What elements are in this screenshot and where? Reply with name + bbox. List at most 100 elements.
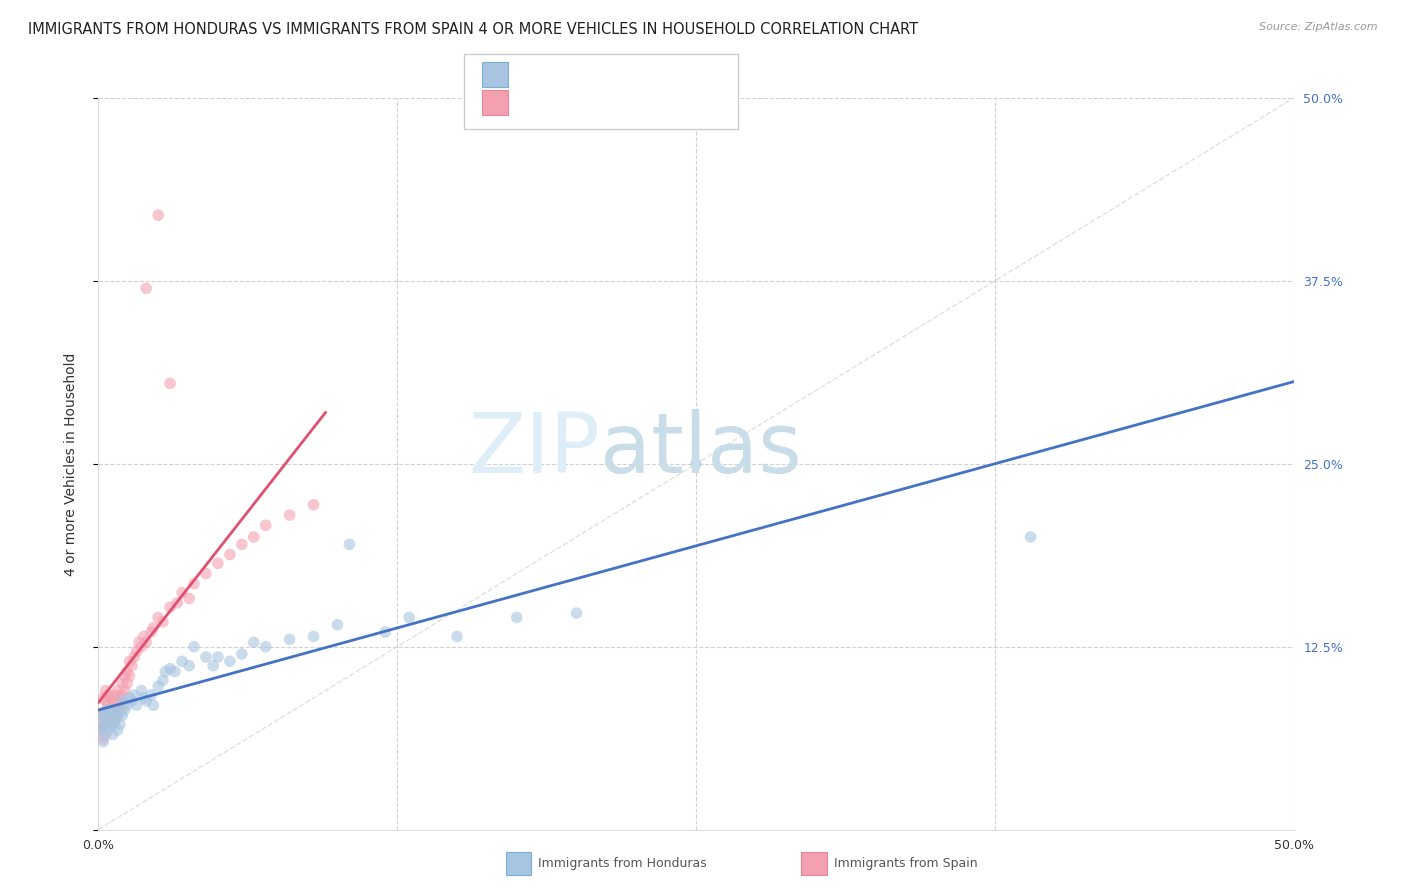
Point — [326, 617, 349, 632]
Point — [101, 717, 124, 731]
Text: IMMIGRANTS FROM HONDURAS VS IMMIGRANTS FROM SPAIN 4 OR MORE VEHICLES IN HOUSEHOL: IMMIGRANTS FROM HONDURAS VS IMMIGRANTS F… — [28, 22, 918, 37]
Point — [124, 688, 146, 702]
Point — [152, 615, 174, 629]
Point — [685, 457, 707, 471]
Point — [148, 610, 170, 624]
Point — [91, 706, 114, 720]
Point — [90, 713, 112, 727]
Point — [111, 688, 134, 702]
Text: N =: N = — [605, 95, 636, 110]
Point — [254, 640, 277, 654]
Point — [183, 640, 205, 654]
Point — [302, 498, 325, 512]
Point — [163, 665, 186, 679]
Point — [94, 717, 117, 731]
Text: 61: 61 — [633, 67, 651, 81]
Point — [97, 703, 120, 717]
Point — [179, 658, 201, 673]
Point — [166, 596, 188, 610]
Point — [207, 649, 229, 664]
Point — [98, 708, 122, 723]
Point — [91, 735, 114, 749]
Point — [128, 635, 150, 649]
Point — [142, 698, 165, 713]
Point — [302, 630, 325, 644]
Point — [108, 717, 131, 731]
Point — [97, 713, 120, 727]
Point — [108, 703, 131, 717]
Point — [97, 688, 120, 702]
Point — [219, 548, 242, 562]
Point — [101, 717, 124, 731]
Point — [131, 640, 153, 654]
Point — [97, 698, 120, 713]
Point — [107, 698, 129, 713]
Point — [98, 703, 122, 717]
Point — [121, 658, 143, 673]
Point — [565, 606, 588, 620]
Point — [108, 706, 131, 720]
Text: Immigrants from Spain: Immigrants from Spain — [834, 857, 977, 870]
Point — [1019, 530, 1042, 544]
Point — [148, 679, 170, 693]
Point — [243, 530, 266, 544]
Point — [111, 698, 134, 713]
Text: 0.389: 0.389 — [548, 67, 588, 81]
Point — [139, 625, 162, 640]
Point — [139, 688, 162, 702]
Point — [111, 708, 134, 723]
Point — [152, 673, 174, 688]
Point — [219, 654, 242, 668]
Point — [91, 708, 114, 723]
Point — [107, 708, 129, 723]
Point — [114, 683, 136, 698]
Text: 63: 63 — [633, 95, 651, 110]
Point — [148, 208, 170, 222]
Point — [107, 683, 129, 698]
Point — [98, 720, 122, 734]
Point — [97, 723, 120, 737]
Point — [231, 537, 253, 551]
Point — [98, 713, 122, 727]
Point — [97, 708, 120, 723]
Text: R =: R = — [517, 95, 547, 110]
Point — [90, 723, 112, 737]
Point — [131, 683, 153, 698]
Point — [142, 621, 165, 635]
Point — [118, 654, 141, 668]
Point — [339, 537, 361, 551]
Point — [111, 676, 134, 690]
Point — [446, 630, 468, 644]
Point — [506, 610, 529, 624]
Point — [91, 690, 114, 705]
Point — [398, 610, 420, 624]
Point — [132, 630, 155, 644]
Point — [104, 703, 127, 717]
Point — [155, 665, 177, 679]
Point — [104, 688, 127, 702]
Text: 0.494: 0.494 — [548, 95, 588, 110]
Point — [278, 508, 301, 522]
Point — [114, 703, 136, 717]
Point — [125, 698, 148, 713]
Point — [101, 727, 124, 741]
Point — [107, 723, 129, 737]
Point — [118, 690, 141, 705]
Point — [91, 720, 114, 734]
Point — [202, 658, 225, 673]
Point — [243, 635, 266, 649]
Point — [135, 281, 157, 295]
Point — [231, 647, 253, 661]
Point — [111, 694, 134, 708]
Point — [104, 703, 127, 717]
Text: N =: N = — [605, 67, 636, 81]
Point — [94, 694, 117, 708]
Point — [118, 669, 141, 683]
Point — [115, 665, 138, 679]
Point — [101, 694, 124, 708]
Point — [114, 669, 136, 683]
Point — [125, 644, 148, 658]
Text: atlas: atlas — [600, 409, 801, 490]
Point — [179, 591, 201, 606]
Point — [115, 698, 138, 713]
